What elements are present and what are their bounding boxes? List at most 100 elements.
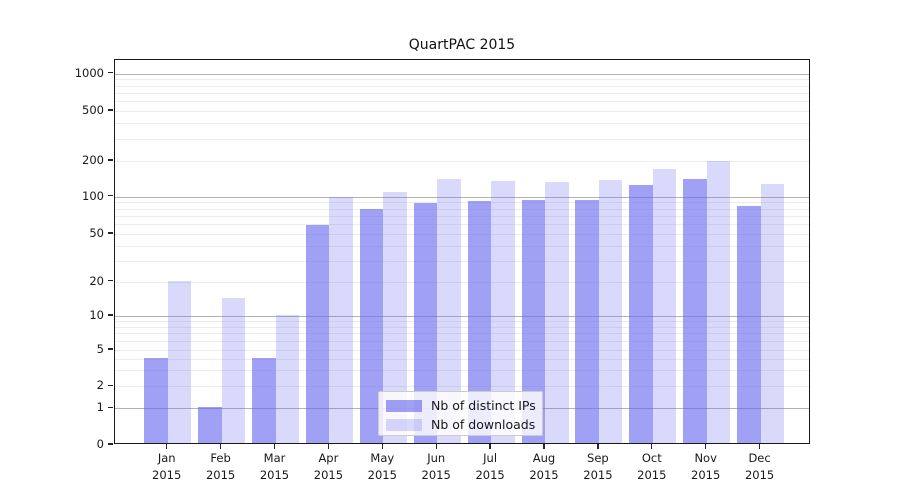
- x-tick-mark: [381, 444, 383, 449]
- minor-gridline: [115, 101, 809, 103]
- bar-distinct-ips-aug: [521, 199, 545, 443]
- x-tick-label-oct: Oct 2015: [637, 451, 667, 482]
- bar-distinct-ips-sep: [575, 200, 599, 443]
- minor-gridline: [115, 234, 809, 235]
- bar-downloads-jan: [167, 280, 192, 443]
- bar-distinct-ips-jun: [413, 202, 438, 443]
- minor-gridline: [115, 224, 809, 226]
- major-gridline: [115, 316, 809, 317]
- y-tick-label: 100: [82, 188, 104, 203]
- y-tick-label: 5: [96, 342, 104, 356]
- minor-gridline: [115, 386, 809, 388]
- minor-gridline: [115, 123, 809, 125]
- minor-gridline: [115, 260, 809, 262]
- bar-distinct-ips-oct: [629, 185, 653, 443]
- y-tick-label: 10: [89, 308, 104, 322]
- bar-downloads-jul: [491, 180, 515, 443]
- minor-gridline: [115, 350, 809, 351]
- minor-gridline: [115, 215, 809, 217]
- y-tick-mark: [108, 232, 113, 234]
- minor-gridline: [115, 245, 809, 247]
- y-tick-label: 2: [96, 378, 104, 393]
- x-tick-label-sep: Sep 2015: [583, 451, 613, 482]
- x-tick-mark: [597, 444, 599, 449]
- y-tick-label: 1: [96, 400, 104, 415]
- legend-label: Nb of distinct IPs: [431, 398, 536, 413]
- x-tick-label-dec: Dec 2015: [744, 451, 775, 482]
- bar-downloads-dec: [760, 183, 785, 443]
- x-tick-mark: [651, 444, 653, 449]
- bar-downloads-mar: [275, 315, 299, 443]
- y-tick-mark: [108, 406, 113, 408]
- y-tick-mark: [108, 195, 113, 197]
- bar-downloads-oct: [652, 168, 677, 443]
- bar-downloads-feb: [221, 298, 246, 443]
- x-tick-label-apr: Apr 2015: [313, 451, 344, 482]
- minor-gridline: [115, 138, 809, 140]
- minor-gridline: [115, 202, 809, 204]
- major-gridline: [115, 196, 809, 198]
- y-tick-mark: [108, 314, 113, 316]
- minor-gridline: [115, 161, 809, 162]
- y-tick-label: 50: [89, 226, 104, 240]
- x-tick-mark: [543, 444, 545, 449]
- minor-gridline: [115, 341, 809, 343]
- y-tick-label: 1000: [74, 65, 104, 80]
- y-tick-label: 200: [82, 153, 104, 167]
- minor-gridline: [115, 370, 809, 372]
- bar-downloads-aug: [545, 181, 569, 443]
- minor-gridline: [115, 208, 809, 210]
- y-tick-mark: [108, 443, 113, 445]
- x-tick-label-aug: Aug 2015: [529, 451, 559, 482]
- bar-distinct-ips-jul: [467, 201, 492, 443]
- legend: Nb of distinct IPs Nb of downloads: [378, 391, 543, 436]
- y-tick-label: 20: [89, 273, 104, 288]
- x-tick-label-jan: Jan 2015: [152, 451, 182, 482]
- x-tick-label-jul: Jul 2015: [475, 451, 505, 482]
- y-tick-mark: [108, 109, 113, 111]
- y-tick-mark: [108, 159, 113, 161]
- y-tick-mark: [108, 71, 113, 74]
- legend-swatch-downloads: [386, 418, 422, 431]
- x-tick-label-may: May 2015: [367, 451, 397, 482]
- bar-distinct-ips-may: [359, 209, 384, 443]
- minor-gridline: [115, 111, 809, 112]
- x-tick-label-nov: Nov 2015: [691, 451, 721, 482]
- minor-gridline: [115, 326, 809, 328]
- bar-distinct-ips-jan: [144, 357, 168, 443]
- legend-row: Nb of downloads: [386, 416, 535, 433]
- bar-distinct-ips-dec: [737, 206, 761, 443]
- bar-distinct-ips-feb: [198, 407, 222, 443]
- minor-gridline: [115, 333, 809, 335]
- bars-layer: [115, 60, 809, 443]
- x-tick-label-jun: Jun 2015: [421, 451, 451, 482]
- minor-gridline: [115, 85, 809, 87]
- minor-gridline: [115, 281, 809, 283]
- grid-layer: [115, 60, 809, 443]
- minor-gridline: [115, 92, 809, 94]
- bar-distinct-ips-nov: [683, 179, 707, 443]
- legend-swatch-distinct-ips: [386, 399, 422, 412]
- chart-title: QuartPAC 2015: [408, 37, 516, 53]
- x-tick-mark: [435, 444, 437, 449]
- plot-area: [114, 59, 810, 444]
- minor-gridline: [115, 321, 809, 323]
- y-tick-label: 500: [82, 103, 104, 117]
- y-tick-mark: [108, 384, 113, 386]
- x-tick-mark: [219, 444, 222, 449]
- legend-row: Nb of distinct IPs: [386, 397, 536, 414]
- bar-distinct-ips-mar: [252, 357, 276, 443]
- bar-distinct-ips-apr: [305, 225, 330, 443]
- x-tick-mark: [758, 444, 761, 449]
- major-gridline: [115, 73, 809, 75]
- bar-downloads-jun: [437, 179, 461, 443]
- minor-gridline: [115, 79, 809, 81]
- legend-label: Nb of downloads: [431, 417, 536, 432]
- bar-downloads-may: [383, 191, 407, 443]
- x-tick-mark: [273, 444, 276, 449]
- x-tick-mark: [166, 444, 168, 449]
- x-tick-label-feb: Feb 2015: [205, 451, 236, 482]
